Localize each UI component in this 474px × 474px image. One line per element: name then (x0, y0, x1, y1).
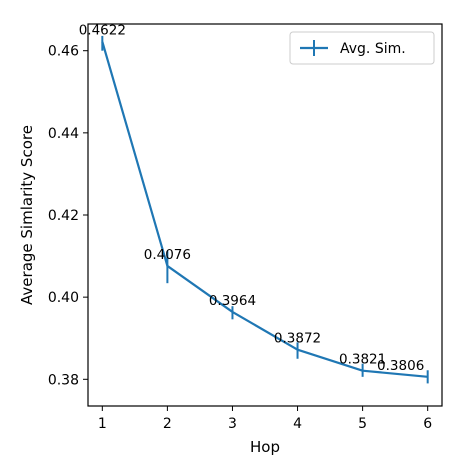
y-tick-label-0.44: 0.44 (48, 126, 79, 142)
series-layer (101, 35, 429, 384)
plot-area (87, 23, 443, 407)
plot-frame (87, 23, 443, 407)
data-label-hop-6: 0.3806 (377, 358, 424, 374)
x-axis-label: Hop (250, 438, 280, 456)
legend: Avg. Sim. (289, 31, 435, 65)
x-tick-label-2: 2 (163, 416, 172, 432)
y-tick-label-0.38: 0.38 (48, 372, 79, 388)
legend-label: Avg. Sim. (340, 41, 406, 57)
x-tick-label-4: 4 (293, 416, 302, 432)
data-label-hop-3: 0.3964 (209, 293, 256, 309)
series-line (101, 41, 428, 378)
y-tick-label-0.46: 0.46 (48, 44, 79, 60)
x-tick-label-3: 3 (228, 416, 237, 432)
data-label-hop-2: 0.4076 (144, 247, 191, 263)
x-tick-label-1: 1 (98, 416, 107, 432)
data-label-hop-4: 0.3872 (274, 331, 321, 347)
y-axis-label: Average Simlarity Score (18, 125, 36, 305)
legend-box (289, 31, 435, 65)
y-tick-label-0.40: 0.40 (48, 290, 79, 306)
data-label-hop-1: 0.4622 (79, 23, 126, 39)
x-tick-label-6: 6 (423, 416, 432, 432)
x-tick-label-5: 5 (358, 416, 367, 432)
data-label-hop-5: 0.3821 (339, 352, 386, 368)
axes: 1 2 3 4 5 6 0.38 0.40 0.42 0.44 0.46 (48, 44, 432, 432)
y-tick-label-0.42: 0.42 (48, 208, 79, 224)
